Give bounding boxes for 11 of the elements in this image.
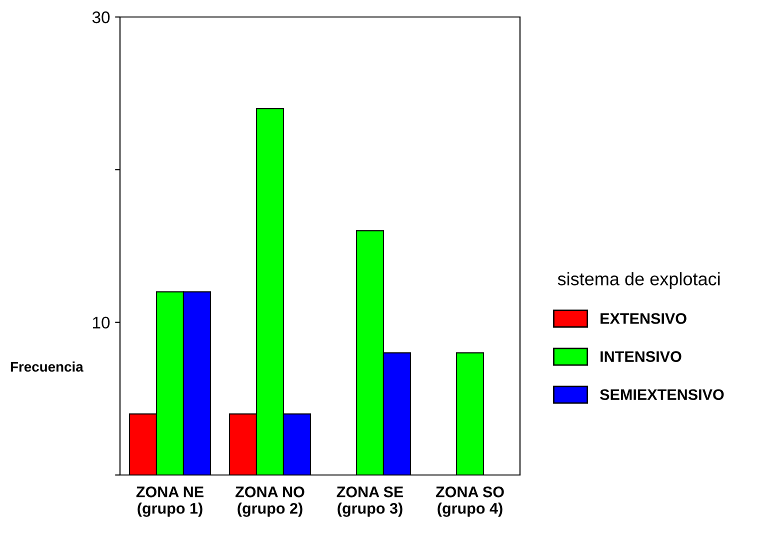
legend-label: EXTENSIVO bbox=[600, 313, 686, 324]
x-tick-label: ZONA SE (grupo 3) bbox=[336, 486, 404, 517]
y-tick-label: 30 bbox=[92, 11, 110, 24]
x-tick-label: ZONA NO (grupo 2) bbox=[236, 486, 304, 517]
legend-label: SEMIEXTENSIVO bbox=[600, 389, 724, 400]
x-tick-label: ZONA SO (grupo 4) bbox=[436, 486, 504, 517]
legend-label: INTENSIVO bbox=[600, 351, 682, 362]
y-axis-title: Frecuencia bbox=[10, 362, 84, 372]
y-tick-label: 10 bbox=[93, 316, 110, 329]
legend-title: sistema de explotaci bbox=[558, 272, 720, 289]
x-tick-label: ZONA NE (grupo 1) bbox=[136, 486, 204, 517]
